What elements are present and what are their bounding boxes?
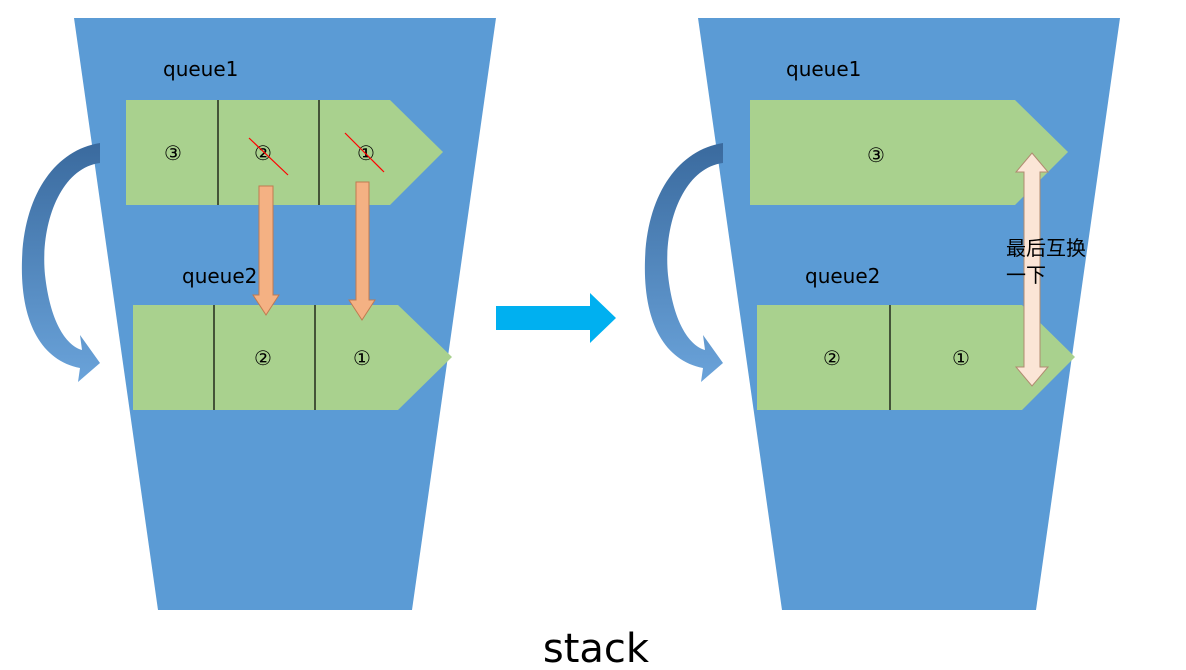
left-queue1-label: queue1	[163, 57, 238, 81]
caption-stack: stack	[543, 626, 650, 670]
right-queue2-label: queue2	[805, 264, 880, 288]
left-queue2-cell-2: ②	[254, 346, 272, 370]
right-queue2-shape	[757, 305, 1075, 410]
right-curved-arrow	[644, 143, 723, 382]
swap-note-line2: 一下	[1006, 263, 1046, 287]
left-strike-mark	[344, 132, 385, 173]
transfer-arrow-down-1	[348, 181, 376, 321]
right-queue1-label: queue1	[786, 57, 861, 81]
right-queue1-shape	[750, 100, 1068, 205]
transfer-arrow-down-2	[252, 185, 280, 316]
left-queue2-label: queue2	[182, 264, 257, 288]
left-queue2-cell-3: ①	[353, 346, 371, 370]
swap-note-line1: 最后互换	[1006, 236, 1086, 260]
left-strike-mark	[248, 137, 289, 176]
right-queue2-cell-1: ②	[823, 346, 841, 370]
right-queue2-cell-2: ①	[952, 346, 970, 370]
left-queue1-shape	[126, 100, 443, 205]
swap-double-arrow	[1014, 152, 1050, 387]
left-queue2-shape	[133, 305, 452, 410]
left-queue1-cell-3: ①	[357, 141, 375, 165]
right-queue1-cell-1: ③	[867, 143, 885, 167]
flow-arrow-right	[496, 293, 616, 343]
left-queue1-cell-1: ③	[164, 141, 182, 165]
left-curved-arrow	[21, 143, 100, 382]
